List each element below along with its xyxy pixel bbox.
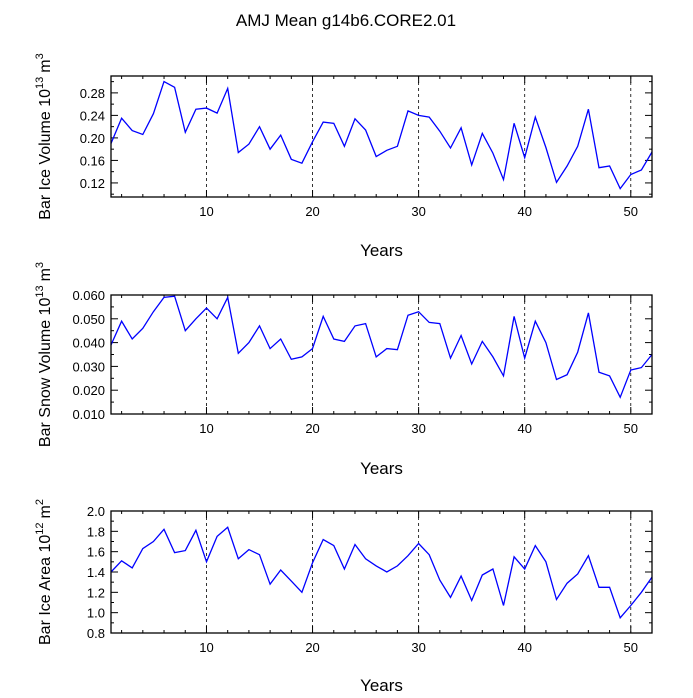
x-tick-label: 40 [517,640,531,655]
series-line [110,295,653,399]
x-tick-label: 30 [411,640,425,655]
y-tick-label: 0.010 [72,407,105,422]
x-tick-label: 30 [411,421,425,436]
y-axis-label: Bar Ice Area 1012m2 [34,499,54,645]
x-axis-label: Years [360,459,403,478]
y-tick-label: 0.28 [80,86,105,101]
x-tick-label: 50 [624,204,638,219]
plot-frame [110,75,653,198]
x-tick-label: 20 [305,204,319,219]
y-tick-label: 2.0 [87,504,105,519]
chart-panel-3: 10 20 30 40 50 0.8 1.0 1.2 1.4 1.6 1.8 2.0 Years Bar … [34,499,653,695]
x-tick-label: 40 [517,204,531,219]
y-tick-label: 0.040 [72,336,105,351]
y-tick-label: 1.6 [87,545,105,560]
y-tick-label: 0.16 [80,153,105,168]
y-tick-label: 1.0 [87,606,105,621]
x-axis-label: Years [360,676,403,693]
series-line [110,80,653,190]
y-axis-label: Bar Snow Volume 1013m3 [34,262,54,447]
series-line [110,526,653,620]
y-tick-label: 0.24 [80,108,105,123]
y-tick-label: 0.050 [72,312,105,327]
x-tick-label: 30 [411,204,425,219]
figure-title: AMJ Mean g14b6.CORE2.01 [236,11,456,30]
y-axis-label: Bar Ice Volume 1013m3 [34,53,54,219]
plot-frame [110,294,653,415]
y-tick-label: 1.4 [87,565,105,580]
x-tick-label: 10 [199,421,213,436]
y-tick-label: 0.20 [80,131,105,146]
y-tick-label: 0.12 [80,176,105,191]
y-tick-label: 0.030 [72,359,105,374]
y-tick-label: 0.8 [87,626,105,641]
x-tick-label: 50 [624,640,638,655]
chart-panel-2: 10 20 30 40 50 0.010 0.020 0.030 0.040 0.050 0.060… [34,262,653,478]
y-tick-label: 1.2 [87,585,105,600]
x-tick-label: 20 [305,421,319,436]
chart-panel-1: 10 20 30 40 50 0.12 0.16 0.20 0.24 0.28 Years Bar I… [34,53,653,260]
plot-frame [110,510,653,634]
x-tick-label: 10 [199,640,213,655]
x-tick-label: 10 [199,204,213,219]
y-tick-label: 0.020 [72,383,105,398]
x-tick-label: 20 [305,640,319,655]
x-axis-label: Years [360,241,403,260]
y-tick-label: 1.8 [87,524,105,539]
x-tick-label: 50 [624,421,638,436]
y-tick-label: 0.060 [72,288,105,303]
x-tick-label: 40 [517,421,531,436]
